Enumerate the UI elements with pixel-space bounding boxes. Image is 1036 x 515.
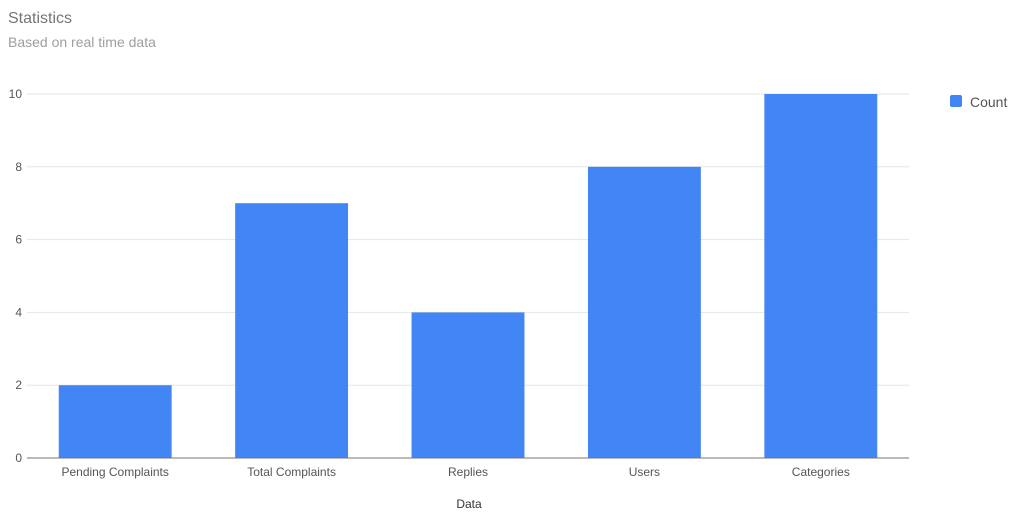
y-tick-label: 6 — [15, 233, 22, 247]
legend: Count — [950, 94, 1007, 110]
y-tick-label: 10 — [9, 87, 23, 101]
x-tick-label: Categories — [792, 465, 850, 479]
x-tick-label: Replies — [448, 465, 488, 479]
bar — [764, 94, 878, 458]
axes: 0 2 4 6 8 10 Pending Complaints Total Complaint… — [9, 87, 909, 511]
bar — [587, 166, 701, 459]
x-tick-label: Users — [629, 465, 660, 479]
x-tick-label: Total Complaints — [247, 465, 336, 479]
chart-title: Statistics — [8, 10, 73, 27]
bar — [411, 312, 525, 458]
legend-label: Count — [970, 94, 1007, 110]
bars — [58, 94, 878, 459]
y-tick-label: 4 — [15, 305, 22, 319]
bar — [235, 203, 349, 458]
y-tick-label: 0 — [15, 451, 22, 465]
bar — [58, 385, 172, 458]
legend-swatch — [950, 95, 962, 107]
x-axis-title: Data — [456, 497, 482, 511]
chart-subtitle: Based on real time data — [8, 34, 156, 50]
y-tick-label: 8 — [15, 160, 22, 174]
y-tick-label: 2 — [15, 378, 22, 392]
x-tick-label: Pending Complaints — [61, 465, 168, 479]
